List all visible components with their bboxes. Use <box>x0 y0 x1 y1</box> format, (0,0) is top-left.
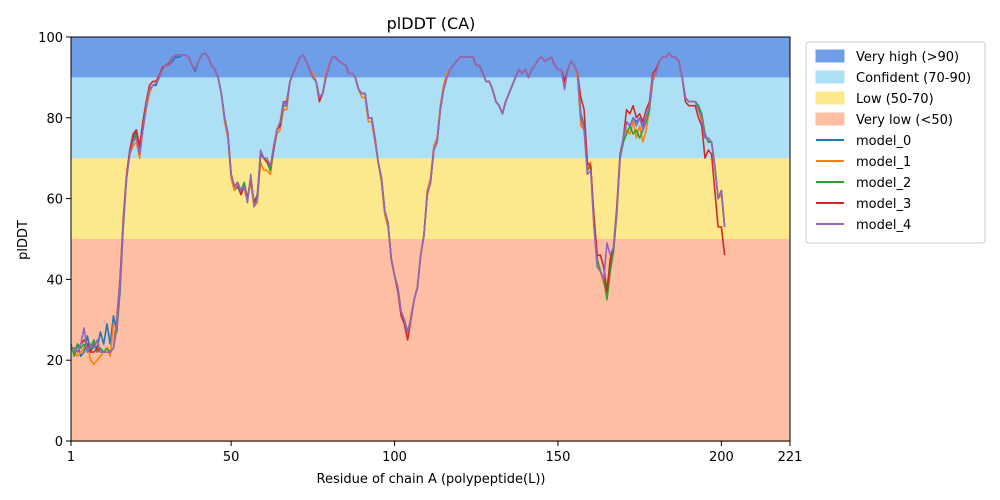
legend-swatch <box>815 49 845 63</box>
x-tick-label: 50 <box>223 450 240 465</box>
x-tick-label: 100 <box>382 450 407 465</box>
legend-label: model_1 <box>856 155 911 170</box>
legend-label: model_4 <box>856 218 911 233</box>
plot-area <box>70 36 791 442</box>
y-tick-label: 80 <box>46 112 63 127</box>
chart-title: plDDT (CA) <box>387 14 476 33</box>
band-2 <box>71 158 790 239</box>
y-tick-label: 60 <box>46 193 63 208</box>
x-tick-label: 221 <box>778 450 803 465</box>
legend-label: model_0 <box>856 134 911 149</box>
x-tick-label: 1 <box>67 450 75 465</box>
legend-swatch <box>815 91 845 105</box>
legend-label: Very low (<50) <box>856 113 953 128</box>
legend-label: model_2 <box>856 176 911 191</box>
legend-label: Confident (70-90) <box>856 71 971 86</box>
legend-label: Very high (>90) <box>856 50 959 65</box>
x-tick-label: 200 <box>709 450 734 465</box>
x-axis-title: Residue of chain A (polypeptide(L)) <box>317 472 546 487</box>
legend-swatch <box>815 70 845 84</box>
y-axis-title: plDDT <box>16 220 31 260</box>
y-tick-label: 40 <box>46 273 63 288</box>
x-tick-label: 150 <box>546 450 571 465</box>
legend-box <box>805 41 986 244</box>
legend-swatch <box>815 112 845 126</box>
legend: Very high (>90) Confident (70-90) Low (50-… <box>805 41 986 244</box>
band-3 <box>71 239 790 441</box>
legend-label: Low (50-70) <box>856 92 934 107</box>
axes-frame <box>70 36 791 442</box>
series-line-model_4 <box>71 52 726 353</box>
y-tick-label: 100 <box>38 31 63 46</box>
y-tick-label: 0 <box>55 435 63 450</box>
legend-label: model_3 <box>856 197 911 212</box>
y-tick-label: 20 <box>46 354 63 369</box>
band-0 <box>71 37 790 78</box>
band-1 <box>71 77 790 159</box>
